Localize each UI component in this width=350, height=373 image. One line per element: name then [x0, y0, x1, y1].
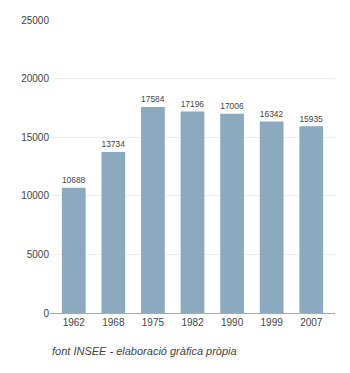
svg-text:15000: 15000 — [21, 132, 49, 143]
svg-text:1999: 1999 — [261, 317, 284, 328]
svg-text:1975: 1975 — [142, 317, 165, 328]
svg-text:13734: 13734 — [101, 139, 125, 149]
svg-text:1962: 1962 — [63, 317, 86, 328]
svg-text:10688: 10688 — [62, 175, 86, 185]
svg-text:1982: 1982 — [181, 317, 204, 328]
svg-text:20000: 20000 — [21, 73, 49, 84]
svg-text:1990: 1990 — [221, 317, 244, 328]
svg-text:25000: 25000 — [21, 15, 49, 26]
svg-text:1968: 1968 — [102, 317, 125, 328]
svg-text:17006: 17006 — [220, 101, 244, 111]
svg-text:2007: 2007 — [300, 317, 323, 328]
svg-text:17196: 17196 — [181, 99, 205, 109]
svg-text:0: 0 — [43, 308, 49, 319]
svg-text:5000: 5000 — [27, 249, 50, 260]
svg-text:15935: 15935 — [299, 114, 323, 124]
svg-text:16342: 16342 — [260, 109, 284, 119]
svg-text:font INSEE - elaboració gràfic: font INSEE - elaboració gràfica pròpia — [52, 345, 237, 357]
svg-text:10000: 10000 — [21, 190, 49, 201]
svg-text:17584: 17584 — [141, 94, 165, 104]
